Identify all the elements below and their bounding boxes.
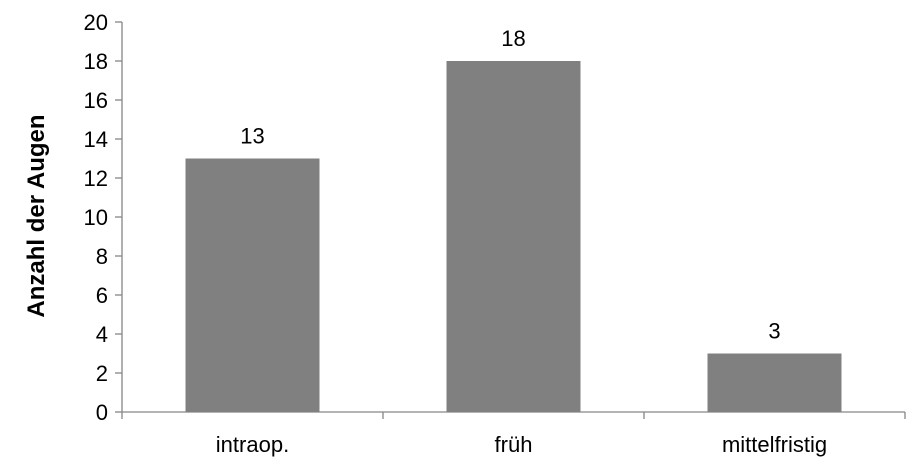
bar <box>185 158 320 412</box>
y-tick-label: 10 <box>84 205 108 230</box>
y-tick-label: 18 <box>84 49 108 74</box>
x-category-label: mittelfristig <box>722 432 827 457</box>
x-category-label: intraop. <box>216 432 289 457</box>
y-tick-label: 20 <box>84 10 108 35</box>
bar <box>446 61 581 412</box>
bar <box>707 353 842 412</box>
data-label: 18 <box>501 26 525 51</box>
y-tick-label: 12 <box>84 166 108 191</box>
y-tick-label: 6 <box>96 283 108 308</box>
y-tick-label: 14 <box>84 127 108 152</box>
bars <box>185 61 842 412</box>
y-tick-label: 2 <box>96 361 108 386</box>
y-tick-label: 0 <box>96 400 108 425</box>
y-tick-label: 4 <box>96 322 108 347</box>
y-tick-label: 8 <box>96 244 108 269</box>
y-tick-label: 16 <box>84 88 108 113</box>
data-label: 13 <box>240 124 264 149</box>
labels: 0 2 4 6 8 10 12 14 16 18 20 13 intraop. 18 früh 3 mittel… <box>84 10 828 457</box>
x-category-label: früh <box>495 432 533 457</box>
y-axis-title: Anzahl der Augen <box>23 114 50 317</box>
data-label: 3 <box>768 319 780 344</box>
